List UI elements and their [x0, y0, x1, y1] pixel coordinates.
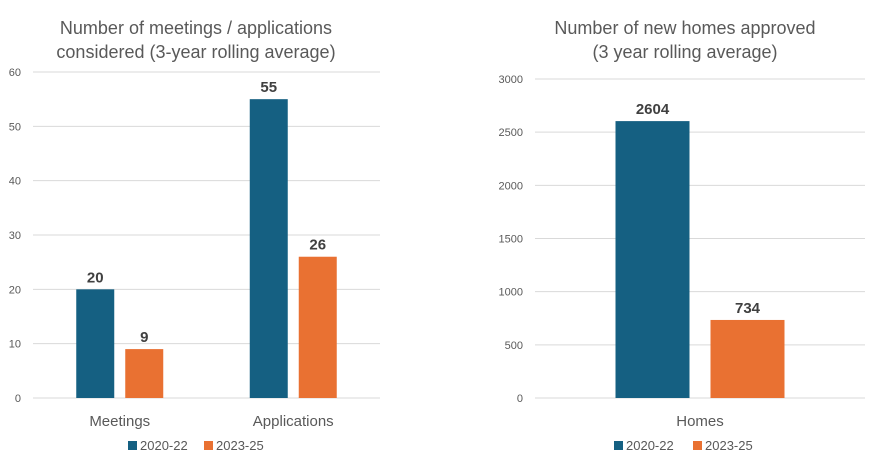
y-tick-label: 50	[9, 121, 21, 133]
legend-label: 2023-25	[705, 438, 753, 453]
chart-title-line: Number of meetings / applications	[60, 18, 332, 38]
legend-label: 2020-22	[140, 438, 188, 453]
legend-swatch	[204, 441, 213, 450]
x-category-label: Homes	[676, 413, 724, 430]
bar-2023-25-meetings	[125, 349, 164, 398]
chart-title-line: considered (3-year rolling average)	[56, 42, 335, 62]
x-category-label: Meetings	[89, 413, 150, 430]
data-label: 20	[87, 269, 104, 286]
data-label: 734	[735, 300, 761, 317]
chart-title-line: (3 year rolling average)	[592, 42, 777, 62]
bar-2020-22-meetings	[76, 289, 115, 398]
y-tick-label: 500	[505, 340, 523, 352]
legend-swatch	[614, 441, 623, 450]
data-label: 26	[309, 237, 326, 254]
y-tick-label: 20	[9, 284, 21, 296]
legend-label: 2020-22	[626, 438, 674, 453]
bar-2023-25-applications	[298, 256, 337, 398]
data-label: 9	[140, 329, 148, 346]
y-tick-label: 2000	[499, 180, 523, 192]
y-tick-label: 60	[9, 67, 21, 79]
y-tick-label: 0	[15, 393, 21, 405]
data-label: 55	[260, 79, 277, 96]
y-tick-label: 10	[9, 339, 21, 351]
legend-label: 2023-25	[216, 438, 264, 453]
y-tick-label: 2500	[499, 127, 523, 139]
chart-title-line: Number of new homes approved	[554, 18, 815, 38]
bar-2020-22-homes	[615, 121, 690, 398]
y-tick-label: 1500	[499, 234, 523, 246]
y-tick-label: 40	[9, 176, 21, 188]
chart-2: Number of new homes approved (3 year roll…	[499, 18, 865, 453]
chart-1: Number of meetings / applications conside…	[9, 18, 380, 453]
data-label: 2604	[636, 101, 670, 118]
bar-2023-25-homes	[710, 319, 785, 398]
y-tick-label: 3000	[499, 74, 523, 86]
legend-swatch	[693, 441, 702, 450]
y-tick-label: 0	[517, 393, 523, 405]
x-category-label: Applications	[253, 413, 334, 430]
y-tick-label: 30	[9, 230, 21, 242]
y-tick-label: 1000	[499, 287, 523, 299]
legend-swatch	[128, 441, 137, 450]
bar-2020-22-applications	[249, 99, 288, 399]
